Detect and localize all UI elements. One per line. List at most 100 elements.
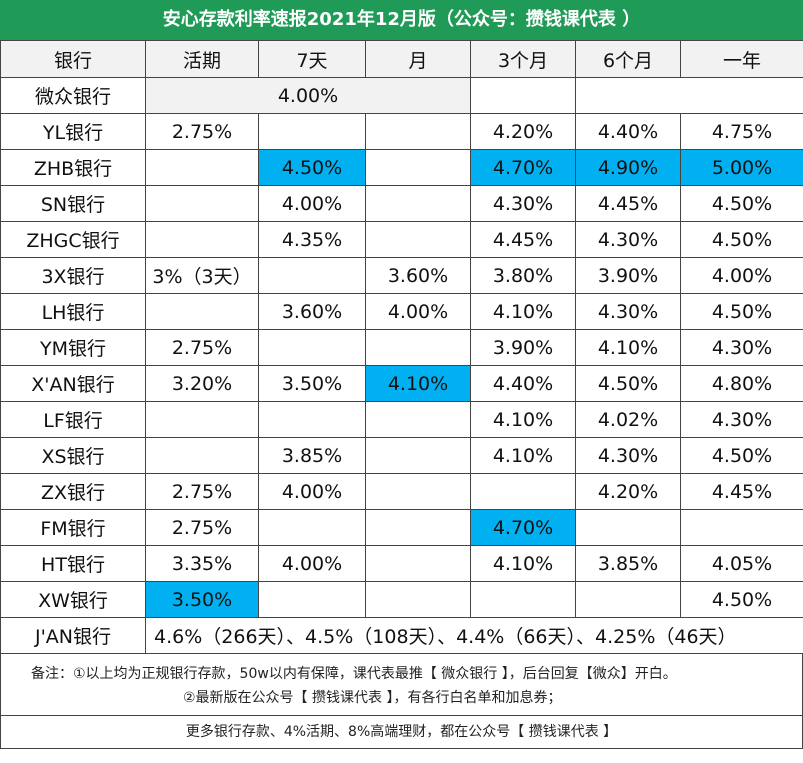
rate-cell: 4.90% — [575, 149, 681, 186]
rate-cell: 4.75% — [680, 113, 803, 150]
row: XW银行 3.50% 4.50% — [0, 581, 803, 618]
rate-cell: 3.20% — [145, 365, 259, 402]
row: YL银行 2.75% 4.20% 4.40% 4.75% — [0, 113, 803, 150]
rate-cell — [470, 77, 576, 114]
rate-cell — [365, 545, 471, 582]
row: 微众银行 4.00% — [0, 77, 803, 114]
row: FM银行 2.75% 4.70% — [0, 509, 803, 546]
bank-name: LH银行 — [0, 293, 146, 330]
title: 安心存款利率速报2021年12月版（公众号：攒钱课代表 ） — [0, 0, 803, 40]
bank-name: YM银行 — [0, 329, 146, 366]
header-cell: 7天 — [258, 40, 366, 78]
rate-cell: 2.75% — [145, 113, 259, 150]
header-cell: 活期 — [145, 40, 259, 78]
rate-cell: 4.50% — [680, 185, 803, 222]
rate-cell — [145, 185, 259, 222]
bank-name: XS银行 — [0, 437, 146, 474]
bank-name: ZHGC银行 — [0, 221, 146, 258]
rate-cell: 4.10% — [470, 401, 576, 438]
rate-cell: 4.50% — [575, 365, 681, 402]
bank-name: SN银行 — [0, 185, 146, 222]
rate-cell — [575, 581, 681, 618]
bank-name: HT银行 — [0, 545, 146, 582]
rate-cell — [258, 113, 366, 150]
rate-cell: 4.10% — [575, 329, 681, 366]
row: 3X银行 3%（3天） 3.60% 3.80% 3.90% 4.00% — [0, 257, 803, 294]
rate-cell: 4.45% — [575, 185, 681, 222]
bank-name: FM银行 — [0, 509, 146, 546]
bank-name: J'AN银行 — [0, 617, 146, 654]
rate-cell: 4.30% — [575, 293, 681, 330]
rate-cell: 2.75% — [145, 473, 259, 510]
rate-cell: 3.60% — [258, 293, 366, 330]
rate-cell — [258, 509, 366, 546]
rate-cell: 4.70% — [470, 149, 576, 186]
bank-name: X'AN银行 — [0, 365, 146, 402]
rate-cell — [145, 149, 259, 186]
note: 备注：①以上均为正规银行存款，50w以内有保障，课代表最推【 微众银行 】，后台… — [31, 666, 677, 682]
rate-cell: 3.80% — [470, 257, 576, 294]
rate-cell: 4.50% — [680, 221, 803, 258]
rate-cell — [365, 473, 471, 510]
rate-cell: 4.10% — [470, 437, 576, 474]
rate-cell: 4.30% — [680, 329, 803, 366]
rate-cell — [365, 581, 471, 618]
rate-cell: 3%（3天） — [145, 257, 259, 294]
rate-cell: 4.50% — [680, 293, 803, 330]
row: X'AN银行 3.20% 3.50% 4.10% 4.40% 4.50% 4.80% — [0, 365, 803, 402]
row: ZX银行 2.75% 4.00% 4.20% 4.45% — [0, 473, 803, 510]
rate-cell: 5.00% — [680, 149, 803, 186]
rate-cell: 4.00% — [680, 257, 803, 294]
rate-cell: 4.35% — [258, 221, 366, 258]
row: YM银行 2.75% 3.90% 4.10% 4.30% — [0, 329, 803, 366]
rate-cell — [365, 329, 471, 366]
rate-cell: 3.50% — [145, 581, 259, 618]
rate-cell — [365, 149, 471, 186]
rate-cell — [575, 509, 681, 546]
rate-cell: 3.35% — [145, 545, 259, 582]
rate-cell: 3.90% — [575, 257, 681, 294]
row: XS银行 3.85% 4.10% 4.30% 4.50% — [0, 437, 803, 474]
header-cell: 银行 — [0, 40, 146, 78]
note: ②最新版在公众号【 攒钱课代表 】，有各行白名单和加息券； — [183, 690, 562, 706]
bank-name: XW银行 — [0, 581, 146, 618]
bank-name: LF银行 — [0, 401, 146, 438]
notes: 备注：①以上均为正规银行存款，50w以内有保障，课代表最推【 微众银行 】，后台… — [0, 654, 803, 716]
header-cell: 3个月 — [470, 40, 576, 78]
rate-cell: 3.90% — [470, 329, 576, 366]
rate-cell: 4.50% — [258, 149, 366, 186]
row: J'AN银行 4.6%（266天）、4.5%（108天）、4.4%（66天）、4.… — [0, 617, 803, 654]
rate-cell: 4.10% — [470, 545, 576, 582]
rate-cell: 4.50% — [680, 581, 803, 618]
header-cell: 6个月 — [575, 40, 681, 78]
rate-cell: 4.40% — [470, 365, 576, 402]
rate-cell: 4.6%（266天）、4.5%（108天）、4.4%（66天）、4.25%（46… — [145, 617, 803, 654]
rate-cell — [258, 257, 366, 294]
rate-cell: 4.80% — [680, 365, 803, 402]
rate-cell: 4.30% — [680, 401, 803, 438]
rate-cell: 4.45% — [680, 473, 803, 510]
rate-cell: 4.30% — [575, 437, 681, 474]
row: ZHGC银行 4.35% 4.45% 4.30% 4.50% — [0, 221, 803, 258]
rate-cell: 4.00% — [258, 473, 366, 510]
rate-cell: 4.30% — [470, 185, 576, 222]
rate-cell — [365, 113, 471, 150]
rate-cell — [145, 293, 259, 330]
rate-cell: 4.10% — [470, 293, 576, 330]
rate-cell — [145, 221, 259, 258]
rate-cell — [365, 185, 471, 222]
rate-cell — [680, 509, 803, 546]
rate-cell: 4.40% — [575, 113, 681, 150]
bank-name: YL银行 — [0, 113, 146, 150]
row: HT银行 3.35% 4.00% 4.10% 3.85% 4.05% — [0, 545, 803, 582]
rate-cell: 4.00% — [258, 185, 366, 222]
rate-cell: 4.50% — [680, 437, 803, 474]
bank-name: 微众银行 — [0, 77, 146, 114]
footer: 更多银行存款、4%活期、8%高端理财，都在公众号【 攒钱课代表 】 — [0, 716, 803, 749]
rate-cell: 4.02% — [575, 401, 681, 438]
header-row: 银行 活期 7天月 3个月 6个月 一年 — [0, 40, 803, 78]
rate-cell: 4.00% — [365, 293, 471, 330]
row: LF银行 4.10% 4.02% 4.30% — [0, 401, 803, 438]
rate-cell: 4.45% — [470, 221, 576, 258]
